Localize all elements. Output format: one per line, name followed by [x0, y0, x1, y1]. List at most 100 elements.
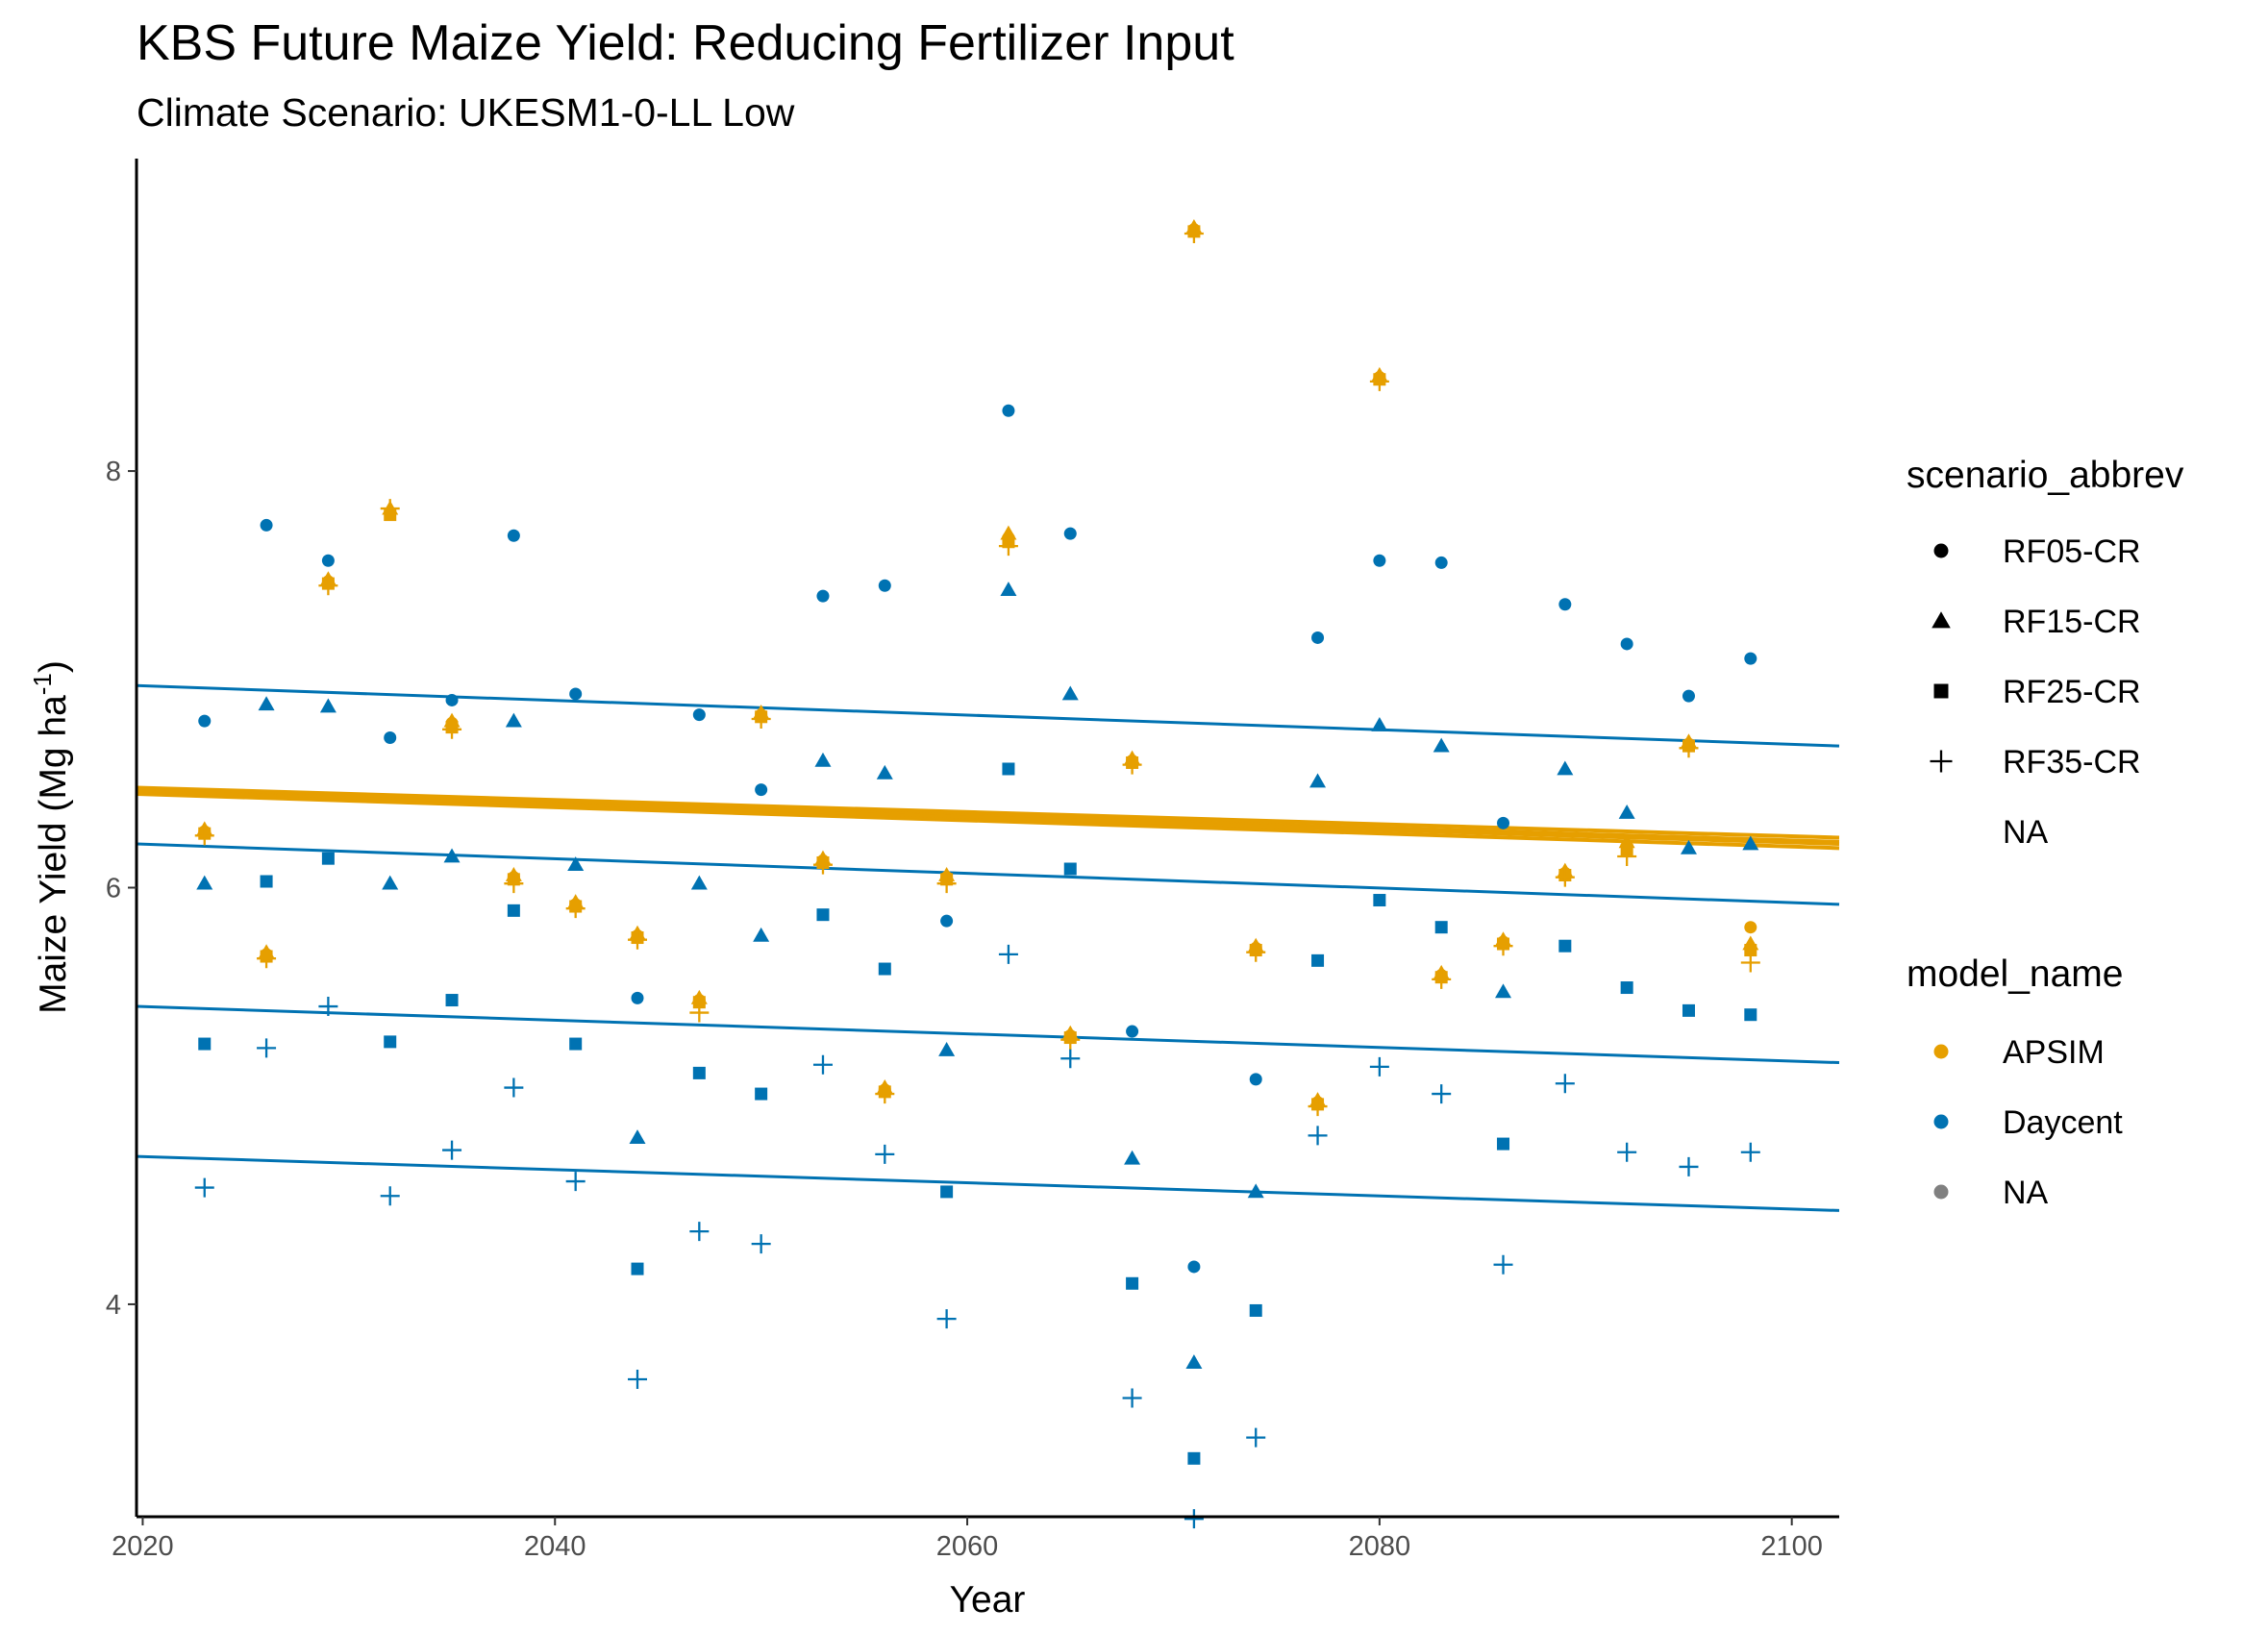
- trend-line-apsim-rf35-cr: [136, 791, 1840, 851]
- point-daycent-rf35-cr: [1060, 1049, 1081, 1069]
- point-apsim-rf35-cr: [1122, 755, 1142, 775]
- color-legend-title: model_name: [1907, 953, 2123, 995]
- point-daycent-rf25-cr: [198, 1037, 212, 1051]
- point-daycent-rf25-cr: [1558, 939, 1572, 953]
- point-daycent-rf35-cr: [257, 1038, 277, 1058]
- data-points: [194, 219, 1760, 1529]
- x-axis-ticks: 2020 2040 2060 2080 2100: [112, 1517, 1823, 1562]
- point-daycent-rf25-cr: [816, 908, 830, 922]
- point-apsim-rf35-cr: [1617, 847, 1637, 867]
- point-apsim-rf35-cr: [1060, 1029, 1081, 1050]
- legend-key-plus: [1930, 750, 1953, 773]
- y-tick-label: 6: [106, 874, 121, 904]
- point-daycent-rf25-cr: [692, 1066, 706, 1079]
- y-axis-ticks: 4 6 8: [106, 457, 137, 1321]
- point-daycent-rf25-cr: [1744, 1008, 1757, 1022]
- point-daycent-rf05-cr: [1620, 637, 1633, 651]
- point-daycent-rf25-cr: [1249, 1303, 1262, 1317]
- point-daycent-rf15-cr: [1309, 773, 1327, 788]
- point-daycent-rf25-cr: [384, 1035, 397, 1049]
- point-apsim-rf35-cr: [875, 1084, 895, 1104]
- point-daycent-rf35-cr: [1308, 1126, 1328, 1146]
- color-legend-label: APSIM: [2003, 1034, 2105, 1071]
- point-daycent-rf15-cr: [753, 927, 770, 942]
- point-daycent-rf25-cr: [631, 1262, 644, 1275]
- legend-key-circle: [1933, 543, 1949, 558]
- point-daycent-rf05-cr: [1558, 598, 1572, 611]
- shape-legend-title: scenario_abbrev: [1907, 455, 2184, 496]
- trend-line-daycent-rf35-cr: [136, 1154, 1840, 1212]
- point-daycent-rf25-cr: [1620, 981, 1633, 995]
- chart-subtitle: Climate Scenario: UKESM1-0-LL Low: [137, 90, 795, 135]
- point-apsim-rf35-cr: [1432, 969, 1452, 989]
- shape-legend-label: RF05-CR: [2003, 533, 2141, 570]
- point-daycent-rf25-cr: [260, 875, 273, 888]
- y-tick-label: 4: [106, 1290, 121, 1321]
- point-apsim-rf35-cr: [318, 576, 338, 596]
- y-axis-title-superscript: -1: [28, 673, 57, 695]
- point-daycent-rf05-cr: [1126, 1025, 1139, 1038]
- point-apsim-rf35-cr: [1740, 953, 1760, 973]
- point-daycent-rf35-cr: [1369, 1056, 1389, 1077]
- color-legend: model_name APSIM Daycent NA: [1907, 953, 2123, 1211]
- point-daycent-rf35-cr: [1184, 1509, 1204, 1529]
- x-tick-label: 2100: [1760, 1531, 1823, 1562]
- point-daycent-rf35-cr: [628, 1369, 648, 1389]
- point-daycent-rf15-cr: [1742, 835, 1759, 851]
- point-apsim-rf35-cr: [1308, 1097, 1328, 1117]
- point-daycent-rf05-cr: [940, 914, 954, 928]
- point-daycent-rf15-cr: [938, 1042, 956, 1056]
- point-daycent-rf15-cr: [1061, 685, 1079, 701]
- point-apsim-rf35-cr: [1679, 738, 1699, 758]
- point-daycent-rf25-cr: [1126, 1276, 1139, 1290]
- y-axis-title: Maize Yield (Mg ha-1): [28, 660, 74, 1014]
- point-daycent-rf15-cr: [1557, 760, 1574, 776]
- point-daycent-rf05-cr: [1497, 816, 1510, 829]
- point-daycent-rf05-cr: [445, 693, 459, 706]
- point-daycent-rf35-cr: [1432, 1084, 1452, 1104]
- legend-key-triangle: [1932, 611, 1951, 629]
- point-daycent-rf05-cr: [1002, 404, 1015, 417]
- point-daycent-rf05-cr: [198, 714, 212, 728]
- trend-line-apsim-rf15-cr: [136, 785, 1840, 840]
- trend-line-apsim-rf25-cr: [136, 789, 1840, 847]
- y-tick-label: 8: [106, 457, 121, 487]
- point-daycent-rf35-cr: [1617, 1142, 1637, 1162]
- point-daycent-rf15-cr: [1680, 839, 1697, 854]
- point-daycent-rf35-cr: [504, 1077, 524, 1098]
- point-daycent-rf05-cr: [1373, 554, 1386, 567]
- point-daycent-rf15-cr: [629, 1129, 646, 1144]
- point-daycent-rf15-cr: [814, 752, 832, 767]
- point-daycent-rf05-cr: [1311, 631, 1325, 644]
- point-daycent-rf25-cr: [755, 1087, 768, 1101]
- point-daycent-rf25-cr: [1063, 862, 1077, 876]
- trend-line-apsim-rf05-cr: [136, 787, 1840, 844]
- point-daycent-rf35-cr: [998, 944, 1018, 964]
- point-daycent-rf25-cr: [321, 852, 335, 865]
- point-daycent-rf15-cr: [258, 696, 275, 711]
- point-daycent-rf35-cr: [1555, 1074, 1575, 1094]
- point-daycent-rf15-cr: [1124, 1150, 1141, 1165]
- point-daycent-rf15-cr: [1618, 804, 1635, 819]
- point-daycent-rf35-cr: [812, 1054, 833, 1075]
- point-apsim-rf35-cr: [257, 949, 277, 969]
- point-daycent-rf35-cr: [565, 1172, 586, 1192]
- point-daycent-rf25-cr: [1187, 1451, 1201, 1465]
- shape-legend-label: RF35-CR: [2003, 744, 2141, 780]
- point-daycent-rf25-cr: [1497, 1137, 1510, 1151]
- point-daycent-rf15-cr: [1247, 1183, 1264, 1199]
- point-daycent-rf05-cr: [260, 518, 273, 532]
- point-daycent-rf15-cr: [196, 875, 213, 890]
- x-tick-label: 2020: [112, 1531, 174, 1562]
- point-daycent-rf05-cr: [631, 991, 644, 1004]
- legend-key-square: [1933, 683, 1949, 699]
- y-axis-title-main: Maize Yield (Mg ha: [33, 695, 74, 1014]
- point-daycent-rf15-cr: [319, 698, 336, 713]
- point-daycent-rf15-cr: [1371, 716, 1388, 731]
- point-daycent-rf35-cr: [689, 1222, 710, 1242]
- point-apsim-rf35-cr: [1184, 224, 1204, 244]
- point-daycent-rf25-cr: [878, 962, 891, 976]
- x-axis-title: Year: [950, 1579, 1026, 1621]
- point-daycent-rf05-cr: [1187, 1260, 1201, 1274]
- point-daycent-rf15-cr: [1495, 983, 1512, 999]
